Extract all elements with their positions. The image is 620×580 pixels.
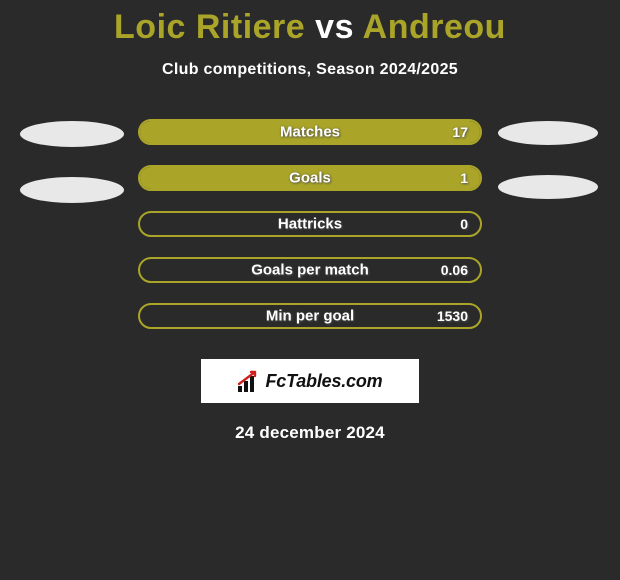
stat-bar-value: 1 bbox=[460, 170, 468, 186]
stat-bar-label: Matches bbox=[280, 124, 340, 141]
fctables-logo-text: FcTables.com bbox=[266, 371, 383, 392]
stat-bar-value: 0.06 bbox=[441, 262, 468, 278]
stat-bar-value: 1530 bbox=[437, 308, 468, 324]
title-player1: Loic Ritiere bbox=[114, 8, 305, 46]
player-ellipse-icon bbox=[498, 175, 598, 199]
main-area: Matches 17 Goals 1 Hattricks 0 Goals per match… bbox=[0, 119, 620, 329]
left-player-icons bbox=[16, 119, 128, 203]
stat-bar: Goals 1 bbox=[138, 165, 482, 191]
stat-bar-label: Goals per match bbox=[251, 262, 369, 279]
page-title: Loic Ritiere vs Andreou bbox=[0, 8, 620, 47]
stat-bar: Min per goal 1530 bbox=[138, 303, 482, 329]
player-ellipse-icon bbox=[20, 177, 124, 203]
fctables-logo[interactable]: FcTables.com bbox=[201, 359, 419, 403]
player-ellipse-icon bbox=[498, 121, 598, 145]
stat-bar: Matches 17 bbox=[138, 119, 482, 145]
player-ellipse-icon bbox=[20, 121, 124, 147]
stat-bar-value: 17 bbox=[452, 124, 468, 140]
right-player-icons bbox=[492, 119, 604, 199]
subtitle: Club competitions, Season 2024/2025 bbox=[0, 61, 620, 79]
title-player2: Andreou bbox=[363, 8, 506, 46]
stat-bar: Goals per match 0.06 bbox=[138, 257, 482, 283]
stat-bar-label: Goals bbox=[289, 170, 331, 187]
fctables-logo-icon bbox=[238, 370, 262, 392]
comparison-widget: Loic Ritiere vs Andreou Club competition… bbox=[0, 0, 620, 443]
stat-bar-label: Min per goal bbox=[266, 308, 354, 325]
stat-bars: Matches 17 Goals 1 Hattricks 0 Goals per match… bbox=[138, 119, 482, 329]
stat-bar-value: 0 bbox=[460, 216, 468, 232]
date-label: 24 december 2024 bbox=[0, 423, 620, 443]
stat-bar: Hattricks 0 bbox=[138, 211, 482, 237]
stat-bar-label: Hattricks bbox=[278, 216, 342, 233]
title-vs: vs bbox=[315, 8, 354, 46]
